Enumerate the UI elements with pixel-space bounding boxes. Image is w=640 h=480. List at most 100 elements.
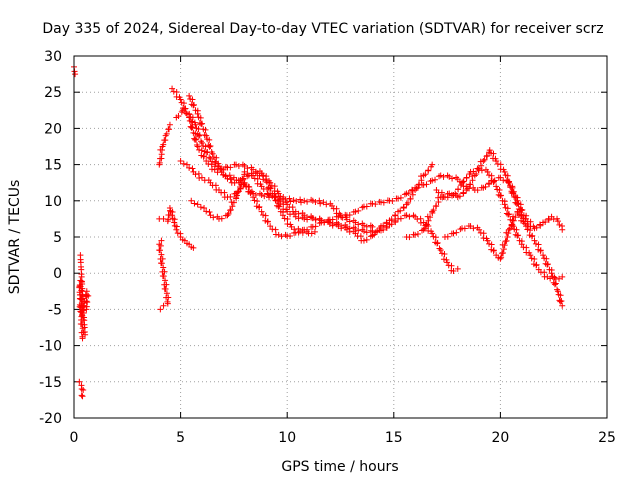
data-point <box>403 212 410 219</box>
data-point <box>360 228 367 235</box>
data-point <box>251 197 258 204</box>
data-point <box>235 162 242 169</box>
data-point <box>486 172 493 179</box>
data-point <box>76 378 83 385</box>
data-point <box>188 197 195 204</box>
data-point <box>297 199 304 206</box>
data-point <box>517 201 524 208</box>
y-tick-label: -20 <box>39 411 62 427</box>
data-point <box>244 170 251 177</box>
data-point <box>454 265 461 272</box>
data-point <box>513 226 520 233</box>
data-point <box>71 68 78 75</box>
data-point <box>450 268 457 275</box>
data-point <box>528 255 535 262</box>
data-point <box>423 221 430 228</box>
data-point <box>514 208 521 215</box>
data-point <box>432 234 439 241</box>
data-point <box>392 219 399 226</box>
data-point <box>501 168 508 175</box>
data-point <box>182 110 189 117</box>
data-point <box>363 236 370 243</box>
data-point <box>213 154 220 161</box>
data-point <box>514 232 521 239</box>
data-point <box>395 195 402 202</box>
data-point <box>406 234 413 241</box>
data-point <box>77 295 84 302</box>
data-point <box>497 192 504 199</box>
data-series-t8 <box>433 165 566 282</box>
data-point <box>261 193 268 200</box>
data-point <box>466 181 473 188</box>
data-series-t14 <box>76 378 87 400</box>
data-series-t7 <box>441 208 566 309</box>
data-point <box>275 231 282 238</box>
data-point <box>174 230 181 237</box>
data-series-t1 <box>169 85 376 230</box>
data-point <box>415 181 422 188</box>
data-point <box>501 242 508 249</box>
chart-title: Day 335 of 2024, Sidereal Day-to-day VTE… <box>42 21 603 37</box>
data-point <box>312 223 319 230</box>
data-point <box>189 96 196 103</box>
data-points <box>71 63 566 400</box>
y-tick-label: 30 <box>44 49 62 65</box>
data-point <box>413 185 420 192</box>
data-point <box>484 237 491 244</box>
data-point <box>547 275 554 282</box>
data-point <box>192 136 199 143</box>
data-point <box>188 118 195 125</box>
y-tick-label: -5 <box>48 302 62 318</box>
data-point <box>78 392 85 399</box>
data-point <box>192 121 199 128</box>
data-point <box>312 216 319 223</box>
data-point <box>163 130 170 137</box>
data-point <box>470 225 477 232</box>
data-point <box>397 215 404 222</box>
data-point <box>264 218 271 225</box>
data-point <box>286 195 293 202</box>
data-point <box>293 198 300 205</box>
data-point <box>287 232 294 239</box>
y-tick-label: -10 <box>39 339 62 355</box>
data-point <box>77 277 84 284</box>
data-point <box>557 298 564 305</box>
data-point <box>531 256 538 263</box>
data-point <box>227 193 234 200</box>
data-point <box>476 226 483 233</box>
data-point <box>284 216 291 223</box>
data-series-t11 <box>156 237 172 313</box>
data-point <box>429 177 436 184</box>
data-point <box>556 221 563 228</box>
data-point <box>227 207 234 214</box>
data-point <box>488 241 495 248</box>
data-point <box>217 166 224 173</box>
data-point <box>388 221 395 228</box>
data-point <box>159 268 166 275</box>
data-point <box>444 194 451 201</box>
data-point <box>239 175 246 182</box>
data-point <box>323 201 330 208</box>
data-point <box>262 176 269 183</box>
data-point <box>266 194 273 201</box>
data-point <box>513 194 520 201</box>
data-point <box>194 110 201 117</box>
data-point <box>482 183 489 190</box>
data-point <box>346 211 353 218</box>
data-point <box>405 199 412 206</box>
data-point <box>464 185 471 192</box>
data-point <box>429 208 436 215</box>
data-point <box>193 136 200 143</box>
data-point <box>190 244 197 251</box>
y-tick-label: -15 <box>39 375 62 391</box>
data-point <box>425 167 432 174</box>
data-point <box>537 222 544 229</box>
data-point <box>403 201 410 208</box>
data-point <box>470 168 477 175</box>
data-point <box>528 233 535 240</box>
data-point <box>490 150 497 157</box>
data-point <box>196 146 203 153</box>
data-point <box>429 230 436 237</box>
data-point <box>295 229 302 236</box>
data-point <box>559 273 566 280</box>
